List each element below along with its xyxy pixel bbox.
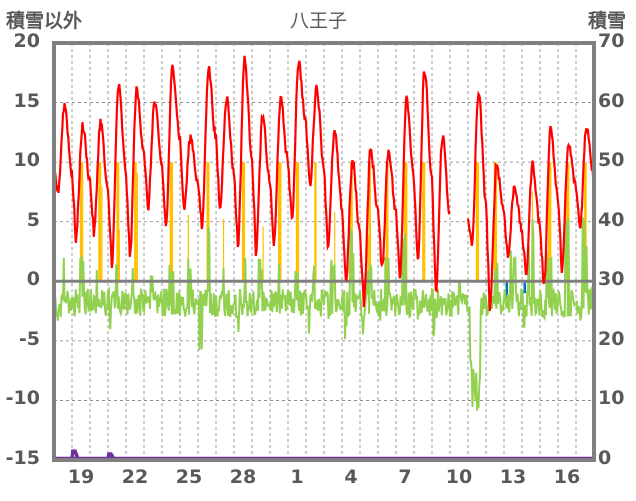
orange-bar (368, 162, 371, 282)
right-tick-label: 60 (598, 89, 625, 112)
red-series-line (466, 90, 595, 312)
orange-bar (386, 162, 389, 282)
orange-bar (116, 162, 120, 282)
x-tick-label: 7 (398, 466, 412, 488)
right-tick-label: 0 (598, 447, 612, 469)
x-tick-label: 25 (175, 466, 203, 488)
plot-border (52, 41, 596, 462)
right-tick-label: 20 (598, 327, 625, 350)
right-tick-label: 70 (598, 30, 625, 52)
blue-bar (505, 281, 508, 300)
x-tick-label: 19 (67, 466, 95, 488)
orange-bar (493, 162, 498, 282)
chart-title: 八王子 (290, 10, 348, 32)
orange-bar (206, 177, 208, 282)
orange-bar (295, 162, 300, 282)
orange-bar (169, 162, 174, 282)
green-series-line (53, 217, 595, 411)
blue-bar (523, 281, 526, 294)
orange-bar (118, 229, 120, 282)
x-tick-label: 22 (121, 466, 149, 488)
orange-bar (547, 162, 552, 282)
orange-bar (334, 212, 336, 282)
left-tick-label: 5 (26, 208, 40, 231)
left-tick-label: 10 (13, 149, 40, 172)
x-tick-label: 13 (499, 466, 527, 488)
orange-bar (423, 208, 425, 282)
orange-bar (475, 162, 480, 282)
x-tick-label: 4 (344, 466, 358, 488)
left-tick-label: 15 (13, 89, 40, 112)
orange-bar (101, 186, 103, 282)
orange-bar (79, 162, 84, 282)
right-tick-label: 10 (598, 387, 625, 410)
left-tick-label: 20 (13, 30, 40, 52)
right-tick-label: 50 (598, 149, 625, 172)
orange-bar (222, 219, 225, 282)
orange-bar (385, 210, 387, 282)
orange-bar (262, 226, 264, 282)
right-tick-label: 30 (598, 268, 625, 291)
orange-bar (136, 172, 138, 282)
left-axis-title: 積雪以外 (6, 10, 83, 32)
purple-snow-bump (70, 449, 80, 461)
x-tick-label: 16 (553, 466, 581, 488)
x-tick-label: 1 (290, 466, 304, 488)
x-tick-label: 28 (229, 466, 257, 488)
left-tick-label: -10 (5, 387, 40, 410)
orange-bar (187, 214, 189, 282)
orange-bar (314, 162, 317, 282)
orange-bar (98, 162, 102, 282)
left-tick-label: -5 (18, 327, 40, 350)
right-axis-title: 積雪 (588, 10, 627, 32)
orange-bar (241, 162, 246, 282)
left-tick-label: -15 (5, 447, 40, 469)
orange-bar (367, 234, 369, 282)
x-tick-label: 10 (445, 466, 473, 488)
orange-bar (277, 162, 282, 282)
red-series-line (52, 55, 451, 308)
orange-bar (134, 162, 137, 282)
left-tick-label: 0 (26, 268, 40, 291)
orange-bar (584, 162, 587, 282)
purple-snow-bump (106, 452, 116, 461)
orange-bar (405, 174, 407, 282)
orange-bar (206, 162, 210, 282)
right-tick-label: 40 (598, 208, 625, 231)
